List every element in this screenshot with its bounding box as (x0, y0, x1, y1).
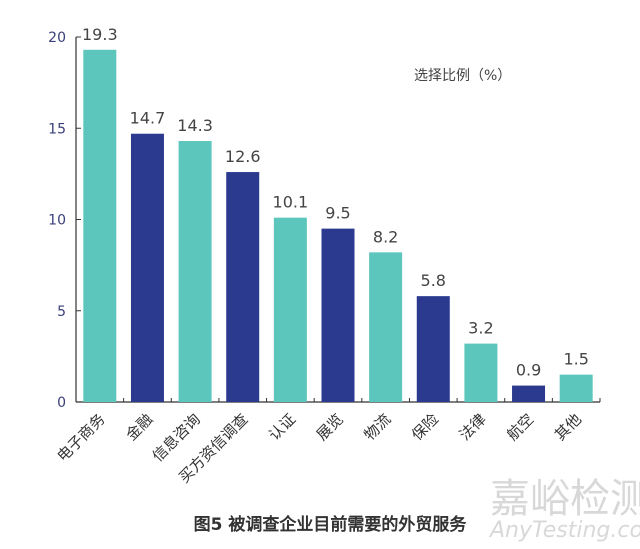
bar (559, 374, 593, 402)
watermark-cn: 嘉峪检测网 (490, 476, 640, 522)
data-label: 0.9 (516, 361, 541, 380)
x-tick-label: 保险 (408, 410, 442, 444)
bar (416, 296, 450, 402)
bar (130, 133, 164, 402)
x-tick-label: 电子商务 (53, 410, 108, 465)
y-tick-label: 20 (48, 30, 66, 46)
data-label: 1.5 (563, 350, 588, 369)
chart-title: 图5 被调查企业目前需要的外贸服务 (194, 514, 468, 535)
x-tick-label: 物流 (361, 410, 395, 444)
bar (226, 172, 260, 402)
x-tick-label: 航空 (503, 410, 537, 444)
legend-label: 选择比例（%） (414, 68, 511, 84)
y-tick-label: 10 (48, 213, 66, 229)
x-tick-label: 展览 (313, 410, 347, 444)
bar (178, 141, 212, 402)
y-tick-label: 15 (48, 121, 66, 137)
data-label: 12.6 (225, 147, 261, 166)
x-tick-label: 法律 (456, 410, 490, 444)
data-label: 5.8 (421, 271, 446, 290)
data-label: 14.7 (130, 109, 166, 128)
bar (273, 217, 307, 402)
data-label: 3.2 (468, 319, 493, 338)
bar (83, 49, 117, 403)
data-label: 14.3 (177, 116, 213, 135)
data-label: 8.2 (373, 227, 398, 246)
data-label: 19.3 (82, 25, 118, 44)
bar (512, 385, 546, 402)
bar (321, 228, 355, 402)
x-tick-label: 认证 (265, 410, 299, 444)
data-label: 10.1 (273, 193, 309, 212)
y-tick-label: 0 (57, 395, 66, 411)
x-tick-label: 其他 (551, 410, 585, 444)
data-label: 9.5 (325, 204, 350, 223)
bar (464, 343, 498, 402)
watermark-en: AnyTesting.com (488, 518, 640, 543)
y-tick-label: 5 (57, 304, 66, 320)
x-tick-label: 金融 (122, 410, 156, 444)
bar (369, 252, 403, 402)
